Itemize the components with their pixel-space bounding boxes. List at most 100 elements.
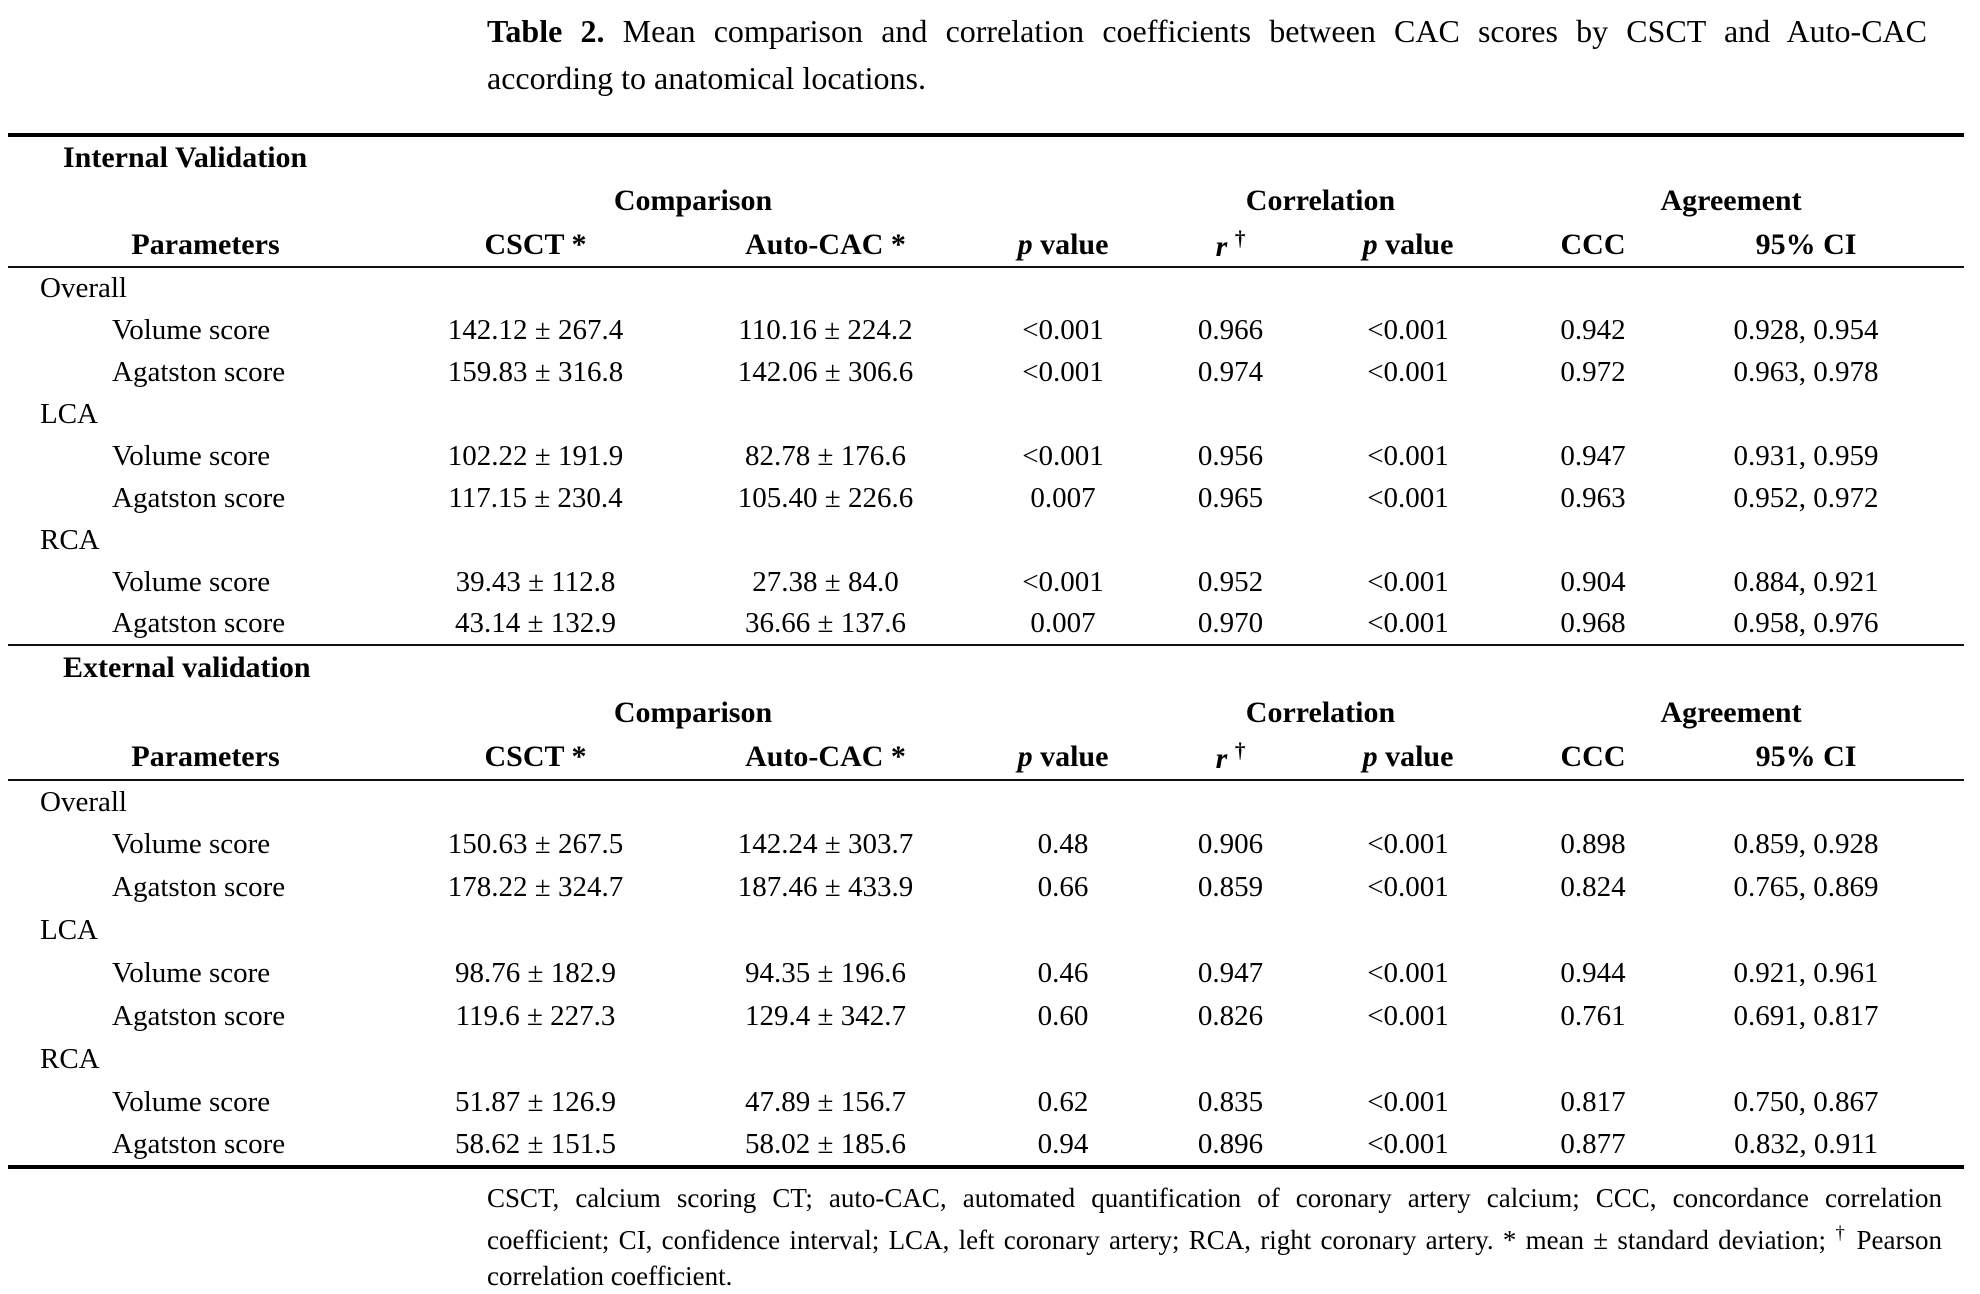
csct-value: 98.76 ± 182.9 bbox=[455, 957, 616, 989]
ccc-value: 0.761 bbox=[1560, 1000, 1626, 1032]
csct-value: 58.62 ± 151.5 bbox=[455, 1128, 616, 1160]
param-cell: Agatston score bbox=[112, 481, 286, 514]
group-header-comparison: Comparison bbox=[613, 184, 773, 217]
column-header: p value bbox=[1318, 223, 1498, 268]
table-2: Internal Validation Comparison Correlation… bbox=[8, 133, 1965, 1169]
r-p-value: <0.001 bbox=[1367, 828, 1449, 860]
auto-cac-value: 27.38 ± 84.0 bbox=[752, 565, 899, 598]
param-cell: Volume score bbox=[112, 957, 271, 989]
ci-95-value: 0.765, 0.869 bbox=[1733, 871, 1879, 903]
auto-cac-value: 58.02 ± 185.6 bbox=[745, 1128, 906, 1160]
ci-95-value: 0.931, 0.959 bbox=[1733, 439, 1879, 472]
column-header: 95% CI bbox=[1688, 735, 1965, 781]
ccc-value: 0.824 bbox=[1560, 871, 1626, 903]
auto-cac-value: 142.24 ± 303.7 bbox=[737, 828, 914, 860]
table-row: Agatston score 43.14 ± 132.9 36.66 ± 137.6… bbox=[8, 603, 1964, 645]
p-value: 0.007 bbox=[1030, 607, 1096, 639]
table-caption-label: Table 2. bbox=[487, 13, 605, 49]
param-cell: Volume score bbox=[112, 1086, 271, 1118]
r-p-value: <0.001 bbox=[1367, 481, 1449, 514]
auto-cac-value: 36.66 ± 137.6 bbox=[745, 607, 906, 639]
section-label: External validation bbox=[8, 644, 1965, 690]
column-header: CCC bbox=[1498, 223, 1688, 268]
r-p-value: <0.001 bbox=[1367, 439, 1449, 472]
param-cell: Agatston score bbox=[112, 1128, 286, 1160]
r-value: 0.906 bbox=[1197, 828, 1264, 860]
csct-value: 142.12 ± 267.4 bbox=[447, 313, 624, 346]
footnote-text-2: Pearson correlation coefficient. bbox=[487, 1225, 1942, 1291]
table-row: RCA bbox=[8, 519, 1964, 561]
ci-95-value: 0.963, 0.978 bbox=[1733, 355, 1879, 388]
column-header: CCC bbox=[1498, 735, 1688, 781]
table-row: Agatston score 58.62 ± 151.5 58.02 ± 185.6… bbox=[8, 1124, 1964, 1167]
r-p-value: <0.001 bbox=[1367, 1000, 1449, 1032]
group-header-agreement: Agreement bbox=[1660, 695, 1802, 729]
table-row: Comparison Correlation Agreement bbox=[8, 179, 1964, 223]
param-cell: Agatston score bbox=[112, 1000, 286, 1032]
group-label: Overall bbox=[40, 272, 127, 304]
ccc-value: 0.942 bbox=[1560, 313, 1626, 346]
csct-value: 51.87 ± 126.9 bbox=[455, 1086, 616, 1118]
param-cell: Agatston score bbox=[112, 607, 286, 639]
r-value: 0.859 bbox=[1197, 871, 1264, 903]
table-footnote: CSCT, calcium scoring CT; auto-CAC, auto… bbox=[487, 1180, 1942, 1294]
r-value: 0.896 bbox=[1197, 1128, 1264, 1160]
ccc-value: 0.817 bbox=[1560, 1086, 1626, 1118]
auto-cac-value: 142.06 ± 306.6 bbox=[737, 355, 914, 388]
table-row: Parameters CSCT * Auto-CAC * p value r † p va… bbox=[8, 223, 1965, 268]
param-cell: Agatston score bbox=[112, 871, 286, 903]
table-row: Agatston score 159.83 ± 316.8 142.06 ± 306… bbox=[8, 351, 1964, 393]
csct-value: 150.63 ± 267.5 bbox=[447, 828, 624, 860]
p-value: 0.48 bbox=[1037, 828, 1089, 860]
csct-value: 39.43 ± 112.8 bbox=[455, 565, 616, 598]
table-row: Volume score 142.12 ± 267.4 110.16 ± 224.2… bbox=[8, 309, 1964, 351]
footnote-text: CSCT, calcium scoring CT; auto-CAC, auto… bbox=[487, 1183, 1942, 1255]
column-header: r † bbox=[1143, 735, 1318, 781]
p-value: 0.007 bbox=[1030, 481, 1096, 514]
column-header: p value bbox=[983, 223, 1143, 268]
ci-95-value: 0.750, 0.867 bbox=[1733, 1086, 1879, 1118]
column-header: Parameters bbox=[8, 223, 403, 268]
csct-value: 178.22 ± 324.7 bbox=[447, 871, 624, 903]
r-p-value: <0.001 bbox=[1367, 1086, 1449, 1118]
group-label: RCA bbox=[40, 1043, 100, 1075]
group-label: LCA bbox=[40, 397, 98, 430]
spacer-cell bbox=[983, 690, 1143, 735]
ccc-value: 0.944 bbox=[1560, 957, 1626, 989]
ccc-value: 0.963 bbox=[1560, 481, 1626, 514]
r-value: 0.952 bbox=[1197, 565, 1264, 598]
auto-cac-value: 47.89 ± 156.7 bbox=[745, 1086, 906, 1118]
column-header: Parameters bbox=[8, 735, 403, 781]
table-row: LCA bbox=[8, 909, 1964, 952]
r-value: 0.966 bbox=[1197, 313, 1264, 346]
column-header: r † bbox=[1143, 223, 1318, 268]
group-header-comparison: Comparison bbox=[613, 695, 773, 729]
p-value: 0.46 bbox=[1037, 957, 1089, 989]
ccc-value: 0.877 bbox=[1560, 1128, 1626, 1160]
r-p-value: <0.001 bbox=[1367, 313, 1449, 346]
r-value: 0.965 bbox=[1197, 481, 1264, 514]
column-header: 95% CI bbox=[1688, 223, 1965, 268]
section-label: Internal Validation bbox=[63, 141, 308, 174]
group-header-agreement: Agreement bbox=[1660, 184, 1802, 217]
table-row: LCA bbox=[8, 393, 1964, 435]
p-value: 0.60 bbox=[1037, 1000, 1089, 1032]
column-header: Auto-CAC * bbox=[668, 735, 983, 781]
param-cell: Volume score bbox=[112, 313, 271, 346]
csct-value: 159.83 ± 316.8 bbox=[447, 355, 624, 388]
ccc-value: 0.947 bbox=[1560, 439, 1626, 472]
table-row: Agatston score 117.15 ± 230.4 105.40 ± 226… bbox=[8, 477, 1964, 519]
p-value: 0.94 bbox=[1037, 1128, 1089, 1160]
column-header: CSCT * bbox=[403, 223, 668, 268]
auto-cac-value: 105.40 ± 226.6 bbox=[737, 481, 914, 514]
ci-95-value: 0.832, 0.911 bbox=[1734, 1128, 1879, 1160]
column-header: CSCT * bbox=[403, 735, 668, 781]
column-header: p value bbox=[1318, 735, 1498, 781]
csct-value: 43.14 ± 132.9 bbox=[455, 607, 616, 639]
r-p-value: <0.001 bbox=[1367, 607, 1449, 639]
spacer-cell bbox=[983, 179, 1143, 223]
r-value: 0.835 bbox=[1197, 1086, 1264, 1118]
group-label: LCA bbox=[40, 914, 98, 946]
auto-cac-value: 94.35 ± 196.6 bbox=[745, 957, 906, 989]
p-value: <0.001 bbox=[1022, 313, 1104, 346]
